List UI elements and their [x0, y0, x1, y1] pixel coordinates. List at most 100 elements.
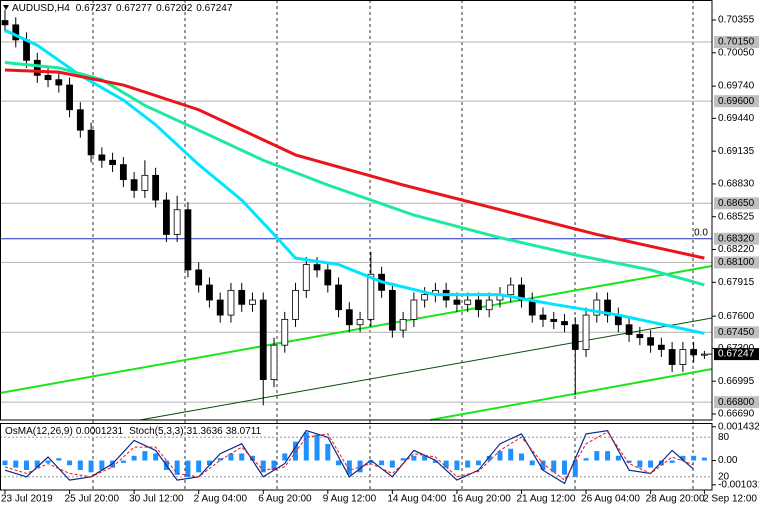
moving-average	[4, 60, 705, 287]
osma-bar	[594, 451, 600, 461]
osma-bar	[120, 460, 126, 463]
candle-body	[561, 321, 568, 326]
osma-bar	[637, 460, 643, 468]
low: 0.67202	[156, 3, 193, 14]
osma-bar	[605, 451, 611, 461]
candle-body	[270, 344, 278, 380]
candle-body	[302, 264, 310, 291]
candle-body	[33, 59, 41, 76]
osma-bar	[174, 460, 180, 475]
candle-body	[464, 299, 472, 305]
candle-body	[701, 353, 708, 356]
price-panel-frame	[0, 0, 713, 421]
candle-body	[399, 318, 407, 331]
osma-bar	[669, 460, 675, 463]
x-tick-label: 26 Aug 04:00	[581, 494, 640, 505]
candle-body	[238, 289, 246, 305]
candle-body	[571, 324, 579, 350]
osma-bar	[228, 453, 234, 461]
candle-body	[335, 284, 342, 311]
candle-body	[281, 318, 289, 346]
oscillator-header: OsMA(12,26,9) 0.0001231 Stoch(5,3,3) 31.363…	[5, 426, 262, 437]
osma-bar	[239, 453, 245, 461]
x-tick-label: 25 Jul 20:00	[65, 494, 120, 505]
level-label-box	[714, 256, 759, 269]
x-tick-label: 2 Aug 04:00	[194, 494, 248, 505]
osma-bar	[411, 455, 417, 461]
candle-body	[647, 337, 654, 346]
osma-tick-label: 0.00	[718, 455, 738, 466]
candle-body	[507, 284, 515, 296]
osma-bar	[325, 444, 331, 461]
level-label: 0.70150	[718, 37, 755, 48]
candle-body	[259, 299, 267, 380]
menu-arrow	[3, 5, 9, 10]
candle-body	[249, 299, 256, 305]
osma-value: 0.0001231	[76, 426, 124, 437]
x-tick-label: 14 Aug 04:00	[387, 494, 446, 505]
osma-bar	[206, 460, 212, 466]
osma-bar	[422, 455, 428, 461]
osma-name: OsMA(12,26,9)	[5, 426, 73, 437]
candle-body	[152, 174, 160, 201]
moving-average	[4, 68, 705, 260]
level-label-box	[714, 36, 759, 49]
osma-bar	[293, 441, 299, 461]
price-marker-box	[714, 348, 759, 361]
candle-body	[324, 269, 332, 286]
osma-bar	[99, 460, 105, 470]
candle-body	[604, 299, 611, 316]
oscillator-panel-frame	[0, 423, 713, 491]
osma-bar	[572, 460, 578, 478]
candle-body	[76, 109, 84, 131]
osma-bar	[518, 453, 524, 461]
x-tick-label: 16 Aug 20:00	[452, 494, 511, 505]
candle-body	[55, 79, 63, 86]
y-tick-label: 0.69440	[718, 113, 755, 124]
osma-bar	[260, 460, 266, 473]
candle-body	[582, 314, 590, 350]
oscillator	[0, 429, 712, 485]
stoch-d: 38.0711	[226, 426, 262, 437]
x-tick-label: 23 Jul 2019	[1, 494, 53, 505]
osma-bar	[389, 460, 395, 468]
symbol: AUDUSD,H4	[12, 3, 70, 14]
candle-body	[184, 209, 192, 271]
candle-body	[485, 299, 493, 311]
osma-bar	[153, 453, 159, 461]
y-tick-label: 0.66690	[718, 409, 755, 420]
osma-bar	[497, 451, 503, 461]
osma-bar	[13, 460, 19, 468]
osma-bar	[562, 460, 568, 475]
osma-bar	[540, 460, 546, 470]
osma-bar	[551, 460, 557, 473]
close: 0.67247	[196, 3, 233, 14]
osma-bar	[691, 455, 697, 461]
level-label: 0.69600	[718, 96, 755, 107]
candle-body	[367, 273, 375, 320]
osma-bar	[249, 455, 255, 461]
osma-bar	[701, 457, 707, 461]
stoch-signal	[4, 431, 694, 481]
osma-tick-label: 0.0014322	[718, 421, 759, 432]
header: AUDUSD,H4 0.67237 0.67277 0.67202 0.67247	[12, 3, 233, 14]
candle-body	[66, 84, 73, 111]
candle-body	[453, 299, 461, 305]
osma-bar	[680, 455, 686, 461]
osma-bar	[314, 434, 320, 461]
high: 0.67277	[116, 3, 153, 14]
stoch-k: 31.3636	[187, 426, 224, 437]
osma-bar	[626, 460, 632, 463]
y-tick-label: 0.68525	[718, 211, 755, 222]
y-tick-label: 0.68830	[718, 179, 755, 190]
fib-tag: 0.0	[694, 227, 708, 238]
osma-bar	[379, 460, 385, 466]
candle-body	[550, 318, 558, 322]
fib-label-box	[714, 232, 759, 245]
y-tick-label: 0.70050	[718, 47, 755, 58]
candle-body	[23, 39, 30, 61]
osma-bar	[529, 460, 535, 466]
candle-body	[119, 164, 127, 181]
